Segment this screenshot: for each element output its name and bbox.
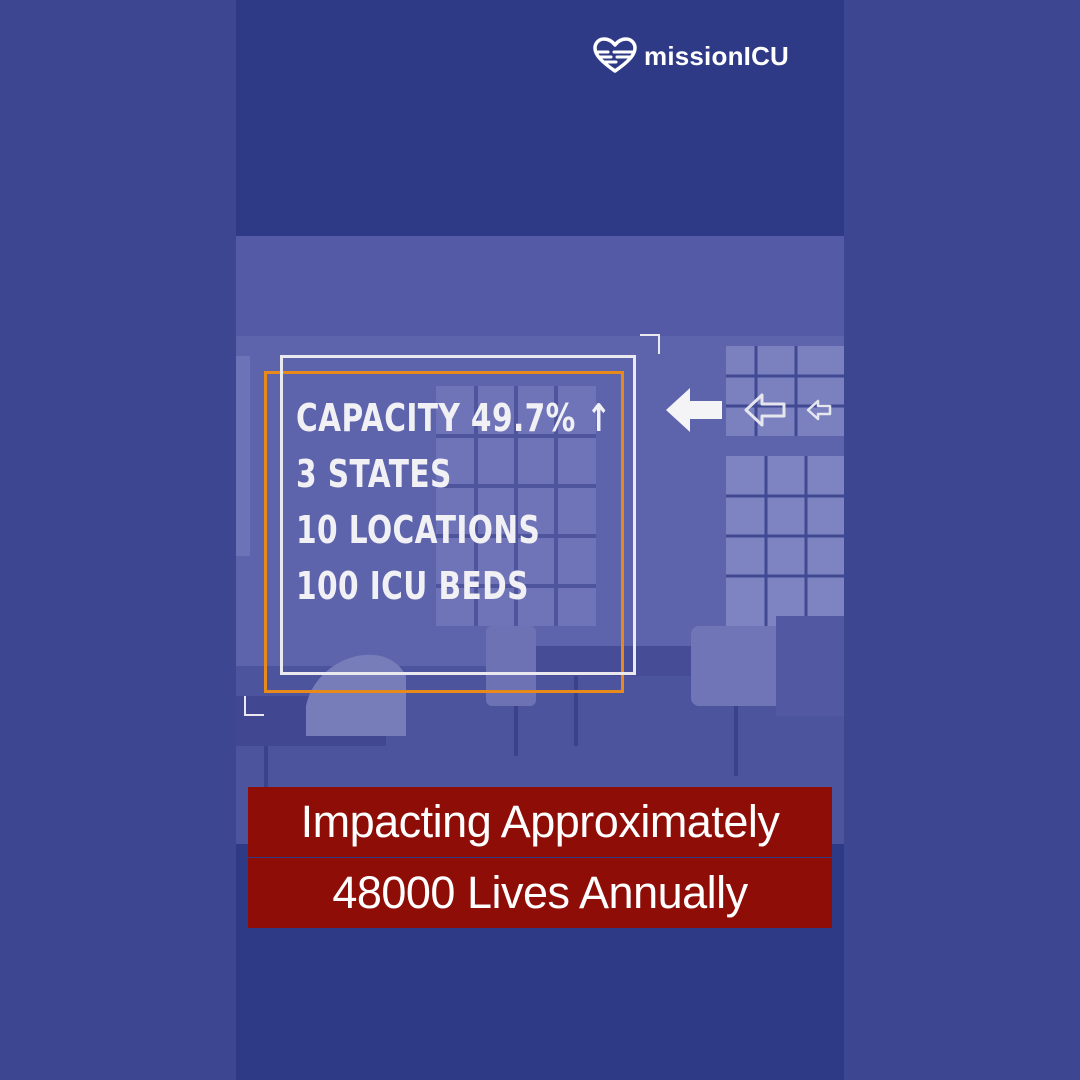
frame-corner-top-right — [640, 334, 660, 354]
stat-locations: 10 LOCATIONS — [296, 508, 541, 552]
caption-line-1: Impacting Approximately — [248, 787, 832, 857]
left-background — [0, 0, 236, 1080]
brand-logo: missionICU — [592, 36, 789, 76]
impact-caption: Impacting Approximately 48000 Lives Annu… — [248, 787, 832, 928]
brand-name: missionICU — [644, 40, 790, 71]
stat-capacity: CAPACITY 49.7% ↑ — [296, 396, 612, 440]
orange-frame — [264, 371, 624, 693]
heart-pulse-icon — [593, 37, 637, 73]
left-arrows-icon — [666, 388, 832, 432]
frame-corner-bottom-left — [244, 696, 264, 716]
caption-line-2: 48000 Lives Annually — [248, 858, 832, 928]
right-background — [844, 0, 1080, 1080]
arrow-left-small-icon — [806, 399, 832, 421]
arrow-left-medium-icon — [744, 393, 786, 427]
stats-list: CAPACITY 49.7% ↑ 3 STATES 10 LOCATIONS 1… — [296, 390, 612, 614]
stat-icu-beds: 100 ICU BEDS — [296, 564, 529, 608]
arrow-left-large-icon — [666, 388, 722, 432]
stat-states: 3 STATES — [296, 452, 452, 496]
white-frame — [280, 355, 636, 675]
